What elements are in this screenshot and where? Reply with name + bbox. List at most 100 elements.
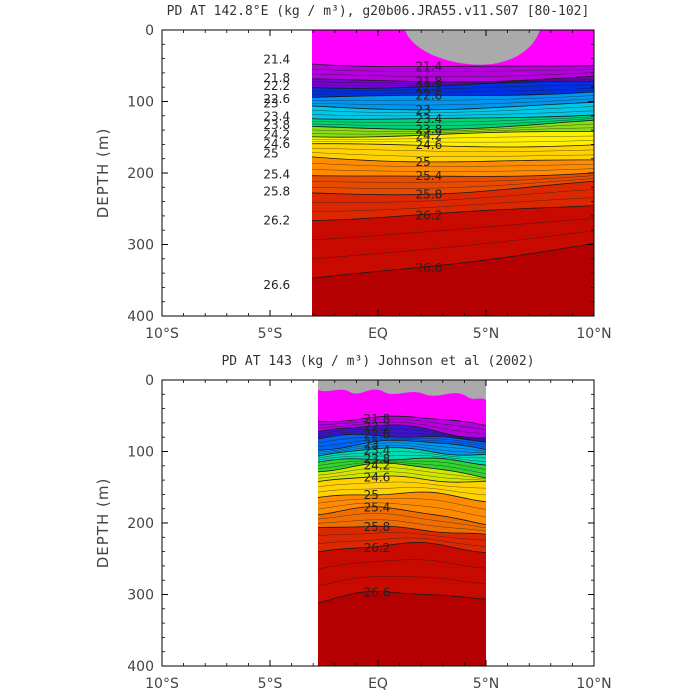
isopycnal-line (318, 438, 486, 448)
isopycnal-line (312, 162, 594, 167)
isopycnal-line (318, 461, 486, 475)
isopycnal-line (318, 442, 486, 453)
y-tick-label: 200 (127, 166, 154, 182)
isopycnal-line (318, 498, 486, 510)
isopycnal-line (318, 541, 486, 554)
isopycnal-line (312, 135, 594, 140)
isopycnal-line (318, 532, 486, 541)
isopycnal-line (312, 88, 594, 95)
top-panel: PD AT 142.8°E (kg / m³), g20b06.JRA55.v1… (94, 4, 612, 342)
isopycnal-line (318, 502, 486, 518)
isopycnal-line (312, 243, 594, 279)
contour-label: 23.8 (364, 452, 391, 466)
isopycnal-line (312, 180, 594, 196)
isopycnal-line (312, 152, 594, 157)
contour-label: 25.8 (263, 185, 290, 199)
isopycnal-line (312, 80, 594, 89)
contour-label: 22.6 (364, 427, 391, 441)
contour-label: 26.2 (416, 208, 443, 222)
isopycnal-line (318, 447, 486, 457)
isopycnal-line (312, 118, 594, 127)
contour-label: 23.4 (263, 110, 290, 124)
contour-label: 26.6 (416, 261, 443, 275)
bottom-density-field (318, 380, 486, 666)
isopycnal-line (312, 131, 594, 138)
contour-label: 21.4 (263, 53, 290, 67)
isopycnal-line (318, 506, 486, 526)
contour-label: 23 (263, 97, 278, 111)
isopycnal-line (318, 421, 486, 435)
contour-label: 26.2 (364, 541, 391, 555)
y-tick-label: 100 (127, 95, 154, 111)
isopycnal-line (318, 590, 486, 604)
bottom-land-mask (318, 380, 486, 400)
contour-label: 23 (416, 103, 431, 117)
contour-label: 24.6 (364, 471, 391, 485)
isopycnal-line (318, 424, 486, 439)
y-tick-label: 0 (145, 373, 154, 389)
isopycnal-line (312, 84, 594, 92)
isopycnal-line (312, 230, 594, 260)
contour-label: 25.4 (263, 167, 290, 181)
x-tick-label: 5°S (258, 326, 283, 342)
top-y-axis: 0 100 200 300 400 (127, 23, 594, 325)
x-tick-label: 10°N (576, 676, 611, 692)
isopycnal-line (318, 462, 486, 479)
x-tick-label: 10°S (145, 326, 179, 342)
contour-label: 24.2 (263, 128, 290, 142)
isopycnal-line (318, 437, 486, 445)
isopycnal-line (318, 481, 486, 489)
top-contour-labels: 21.4 21.421.8 21.822.2 22.222.6 22.623 2323.4… (263, 53, 442, 292)
isopycnal-line (318, 467, 486, 480)
isopycnal-line (312, 95, 594, 101)
isopycnal-line (312, 147, 594, 152)
contour-label: 22.6 (416, 88, 443, 102)
y-tick-label: 400 (127, 309, 154, 325)
isopycnal-line (312, 119, 594, 130)
contour-label: 24.2 (364, 458, 391, 472)
contour-label: 22.2 (263, 79, 290, 93)
top-contour-lines (312, 63, 594, 279)
contour-label: 24.6 (416, 138, 443, 152)
contour-label: 26.6 (263, 278, 290, 292)
isopycnal-line (318, 559, 486, 570)
isopycnal-line (318, 471, 486, 481)
isopycnal-line (318, 576, 486, 587)
contour-label: 23.8 (263, 118, 290, 132)
isopycnal-line (312, 79, 594, 86)
contour-label: 22.2 (364, 420, 391, 434)
y-tick-label: 400 (127, 659, 154, 675)
bottom-y-axis-label: DEPTH (m) (94, 478, 112, 569)
isopycnal-line (318, 519, 486, 532)
y-tick-label: 300 (127, 238, 154, 254)
isopycnal-line (318, 525, 486, 535)
x-tick-label: EQ (368, 676, 388, 692)
contour-label: 25.8 (364, 520, 391, 534)
contour-label: 23.8 (416, 122, 443, 136)
isopycnal-line (312, 143, 594, 148)
isopycnal-line (318, 455, 486, 462)
isopycnal-line (312, 114, 594, 120)
contour-label: 25.8 (416, 188, 443, 202)
isopycnal-line (312, 172, 594, 177)
isopycnal-line (318, 512, 486, 529)
contour-label: 25 (364, 488, 379, 502)
bottom-panel: PD AT 143 (kg / m³) Johnson et al (2002)… (94, 354, 612, 692)
x-tick-label: EQ (368, 326, 388, 342)
isopycnal-line (318, 415, 486, 426)
contour-label: 24.6 (263, 137, 290, 151)
isopycnal-line (312, 75, 594, 83)
isopycnal-line (318, 451, 486, 459)
isopycnal-line (312, 72, 594, 77)
isopycnal-line (318, 433, 486, 443)
isopycnal-line (312, 168, 594, 172)
isopycnal-line (312, 91, 594, 98)
y-tick-label: 200 (127, 516, 154, 532)
top-x-axis: 10°S 5°S EQ 5°N 10°N (145, 30, 612, 342)
isopycnal-line (312, 116, 594, 123)
contour-label: 26.2 (263, 214, 290, 228)
contour-label: 24.2 (416, 129, 443, 143)
bottom-panel-title: PD AT 143 (kg / m³) Johnson et al (2002) (221, 354, 534, 369)
x-tick-label: 5°N (473, 326, 499, 342)
top-panel-title: PD AT 142.8°E (kg / m³), g20b06.JRA55.v1… (167, 4, 590, 19)
